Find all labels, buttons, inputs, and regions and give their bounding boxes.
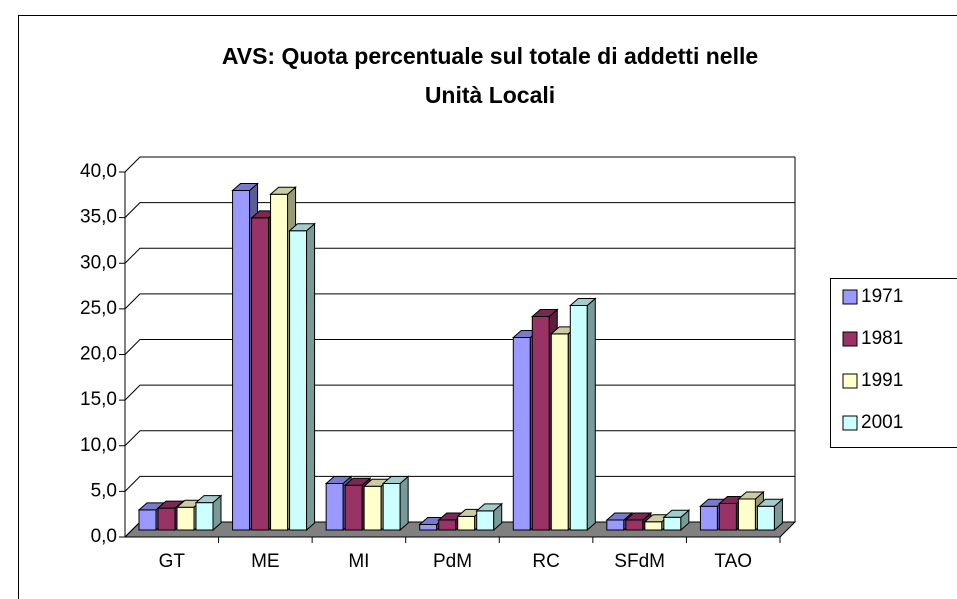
- bar: [756, 498, 784, 532]
- bar-face: [605, 512, 634, 521]
- x-tick-label: GT: [159, 551, 186, 572]
- bar-face: [663, 516, 682, 531]
- bar-face: [756, 505, 775, 531]
- grid-line: [124, 293, 795, 310]
- x-tick-label: TAO: [714, 551, 752, 572]
- bar-face: [251, 217, 270, 531]
- bar-face: [231, 183, 259, 192]
- y-tick-label: 5,0: [91, 480, 117, 501]
- bar-face: [306, 222, 316, 532]
- bar-face: [195, 502, 214, 531]
- bar: [475, 502, 504, 532]
- y-tick-label: 35,0: [80, 207, 117, 228]
- bar-face: [363, 485, 382, 531]
- bar-face: [718, 503, 737, 531]
- bar-face: [194, 495, 223, 504]
- chart-title: Unità Locali: [425, 82, 555, 108]
- bar-face: [699, 505, 718, 531]
- x-tick-label: PdM: [433, 551, 472, 572]
- chart-title: AVS: Quota percentuale sul totale di add…: [222, 43, 758, 69]
- bar-face: [382, 482, 401, 531]
- bar-face: [569, 305, 588, 531]
- x-tick-label: MI: [348, 551, 369, 572]
- x-tick-label: RC: [532, 551, 559, 572]
- bar-face: [756, 498, 784, 507]
- bar-face: [269, 186, 297, 195]
- bar-face: [157, 507, 176, 531]
- legend-swatch: [842, 415, 858, 431]
- bar-face: [737, 498, 756, 531]
- bar-face: [156, 500, 185, 509]
- bar-face: [568, 298, 597, 307]
- bar-face: [324, 475, 353, 484]
- bar-face: [457, 515, 476, 531]
- y-tick-label: 30,0: [80, 252, 117, 273]
- y-tick-label: 0,0: [91, 526, 117, 547]
- bar-face: [419, 524, 438, 531]
- bar-face: [624, 512, 653, 521]
- bar-face: [737, 491, 765, 500]
- bar-face: [288, 223, 316, 232]
- bar-face: [625, 519, 644, 531]
- y-tick-label: 10,0: [80, 435, 117, 456]
- x-tick-label: ME: [251, 551, 280, 572]
- x-tick-label: SFdM: [614, 551, 665, 572]
- bar-face: [606, 519, 625, 531]
- bar-face: [232, 190, 251, 531]
- bar-face: [381, 475, 410, 484]
- bar: [381, 475, 410, 532]
- bar-face: [399, 475, 409, 532]
- legend-label: 1971: [861, 286, 903, 307]
- bar-face: [343, 477, 372, 486]
- bar: [288, 222, 316, 532]
- grid-line: [124, 247, 795, 264]
- bar-face: [475, 503, 504, 512]
- bar: [662, 509, 691, 532]
- bar-face: [531, 315, 550, 531]
- bar-face: [644, 521, 663, 531]
- bar-face: [176, 506, 195, 531]
- legend-swatch: [842, 331, 858, 347]
- bar-face: [138, 509, 157, 531]
- bar-face: [550, 333, 569, 531]
- bar-face: [512, 336, 531, 531]
- legend-label: 1991: [861, 370, 903, 391]
- bar-face: [662, 509, 691, 518]
- grid-line: [124, 156, 795, 173]
- legend-label: 1981: [861, 328, 903, 349]
- bar-face: [289, 230, 308, 531]
- y-tick-label: 20,0: [80, 344, 117, 365]
- bar: [456, 508, 485, 532]
- legend-swatch: [842, 289, 858, 305]
- y-tick-label: 40,0: [80, 161, 117, 182]
- bar: [568, 297, 597, 532]
- legend-swatch: [842, 373, 858, 389]
- bar-face: [438, 519, 457, 531]
- y-tick-label: 25,0: [80, 298, 117, 319]
- legend-label: 2001: [861, 412, 903, 433]
- bar-face: [586, 297, 596, 532]
- bar-face: [344, 484, 363, 531]
- bar-face: [325, 482, 344, 531]
- bar: [194, 494, 223, 532]
- bar-face: [270, 193, 289, 531]
- y-tick-label: 15,0: [80, 389, 117, 410]
- bar-face: [530, 308, 559, 317]
- bar-face: [476, 510, 495, 531]
- grid-line: [124, 202, 795, 218]
